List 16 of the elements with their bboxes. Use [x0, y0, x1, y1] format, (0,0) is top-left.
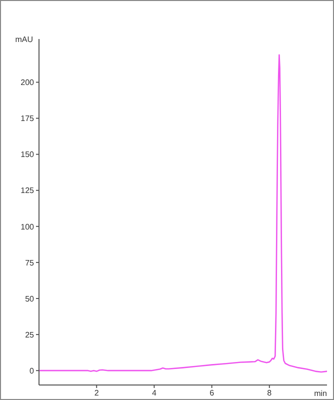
- x-tick-label: 6: [210, 388, 215, 398]
- y-tick-label: 200: [20, 78, 35, 88]
- y-tick-label: 0: [30, 366, 35, 376]
- x-tick-label: 8: [267, 388, 272, 398]
- y-tick-label: 75: [25, 258, 35, 268]
- y-tick-label: 100: [20, 222, 35, 232]
- y-axis-title: mAU: [15, 35, 34, 44]
- y-tick-label: 125: [20, 186, 35, 196]
- y-tick-label: 150: [20, 150, 35, 160]
- line-series: [39, 54, 327, 373]
- x-axis-title: min: [314, 389, 327, 398]
- y-tick-label: 175: [20, 114, 35, 124]
- x-tick-label: 2: [94, 388, 100, 398]
- y-tick-label: 25: [25, 330, 35, 340]
- x-tick-label: 4: [152, 388, 157, 398]
- y-tick-label: 50: [25, 294, 35, 304]
